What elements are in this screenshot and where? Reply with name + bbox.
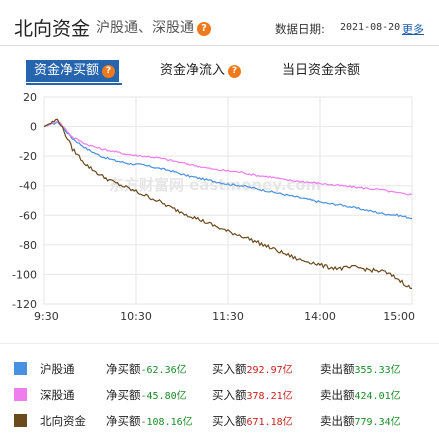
net-buy-label-text: 净买额 bbox=[106, 414, 141, 428]
sell-label-text: 卖出额 bbox=[320, 388, 355, 402]
active-tab-indicator bbox=[26, 83, 122, 85]
date-label: 数据日期: bbox=[275, 22, 325, 36]
y-tick-label: -20 bbox=[19, 150, 37, 163]
net-buy-label: 净买额-45.80亿 bbox=[106, 387, 187, 403]
x-tick-label: 15:00 bbox=[383, 310, 415, 323]
subtitle-text: 沪股通、深股通 bbox=[96, 20, 194, 36]
help-icon[interactable]: ? bbox=[228, 65, 242, 78]
net-buy-label: 净买额-108.16亿 bbox=[106, 413, 193, 429]
y-tick-label: 20 bbox=[23, 91, 37, 104]
watermark: 东方财富网 eastmoney.com bbox=[109, 176, 321, 194]
legend-name: 沪股通 bbox=[40, 362, 75, 376]
net-buy-chart[interactable]: 20 0 -20 -40 -60 -80 -100 -120 9:30 10:30 11:30 14:… bbox=[0, 88, 439, 340]
buy-label: 买入额378.21亿 bbox=[212, 387, 293, 403]
buy-label-text: 买入额 bbox=[212, 362, 247, 376]
net-buy-value: -45.80亿 bbox=[140, 391, 187, 402]
y-tick-label: -120 bbox=[12, 298, 37, 311]
legend: 沪股通 净买额-62.36亿 买入额292.97亿 卖出额355.33亿 深股通… bbox=[0, 343, 439, 436]
tab-daily-balance[interactable]: 当日资金余额 bbox=[282, 60, 360, 82]
buy-value: 378.21亿 bbox=[246, 391, 293, 402]
tab-daily-balance-label: 当日资金余额 bbox=[282, 63, 361, 78]
legend-swatch-hgt bbox=[14, 362, 27, 375]
sell-value: 424.01亿 bbox=[354, 391, 401, 402]
y-tick-label: -40 bbox=[19, 180, 37, 193]
more-link[interactable]: 更多 bbox=[402, 23, 424, 36]
buy-value: 671.18亿 bbox=[246, 417, 293, 428]
buy-label-text: 买入额 bbox=[212, 388, 247, 402]
sell-value: 779.34亿 bbox=[354, 417, 401, 428]
y-tick-label: -80 bbox=[19, 239, 37, 252]
net-buy-value: -62.36亿 bbox=[140, 365, 187, 376]
tab-net-inflow[interactable]: 资金净流入? bbox=[160, 60, 242, 82]
buy-label: 买入额292.97亿 bbox=[212, 361, 293, 377]
buy-label: 买入额671.18亿 bbox=[212, 413, 293, 429]
tab-net-inflow-label: 资金净流入 bbox=[160, 63, 226, 78]
legend-row-sgt: 深股通 净买额-45.80亿 买入额378.21亿 卖出额424.01亿 bbox=[0, 384, 439, 406]
net-buy-label: 净买额-62.36亿 bbox=[106, 361, 187, 377]
y-tick-label: -60 bbox=[19, 209, 37, 222]
y-tick-label: -100 bbox=[12, 268, 37, 281]
legend-name: 深股通 bbox=[40, 388, 75, 402]
sell-label-text: 卖出额 bbox=[320, 362, 355, 376]
net-buy-value: -108.16亿 bbox=[140, 417, 193, 428]
tab-net-buy-label: 资金净买额 bbox=[34, 63, 100, 78]
net-buy-label-text: 净买额 bbox=[106, 362, 141, 376]
sell-label: 卖出额779.34亿 bbox=[320, 413, 401, 429]
x-tick-label: 9:30 bbox=[34, 310, 59, 323]
legend-row-north: 北向资金 净买额-108.16亿 买入额671.18亿 卖出额779.34亿 bbox=[0, 410, 439, 432]
x-tick-label: 10:30 bbox=[120, 310, 152, 323]
x-tick-label: 11:30 bbox=[212, 310, 244, 323]
y-tick-label: 0 bbox=[30, 121, 37, 134]
net-buy-label-text: 净买额 bbox=[106, 388, 141, 402]
series-line-0 bbox=[43, 120, 413, 220]
date-value: 2021-08-20 bbox=[340, 22, 401, 33]
buy-value: 292.97亿 bbox=[246, 365, 293, 376]
help-icon[interactable]: ? bbox=[197, 22, 211, 36]
series-line-2 bbox=[43, 118, 412, 289]
legend-row-hgt: 沪股通 净买额-62.36亿 买入额292.97亿 卖出额355.33亿 bbox=[0, 358, 439, 380]
legend-swatch-sgt bbox=[14, 388, 27, 401]
page-title: 北向资金 bbox=[14, 18, 91, 40]
sell-label-text: 卖出额 bbox=[320, 414, 355, 428]
tab-bar: 资金净买额? 资金净流入? 当日资金余额 bbox=[0, 60, 439, 86]
buy-label-text: 买入额 bbox=[212, 414, 247, 428]
page-header: 北向资金 沪股通、深股通? 数据日期: 2021-08-20 更多 bbox=[0, 0, 439, 46]
help-icon[interactable]: ? bbox=[102, 65, 116, 78]
legend-name: 北向资金 bbox=[40, 414, 86, 428]
page-subtitle: 沪股通、深股通? bbox=[96, 17, 211, 37]
series-line-1 bbox=[43, 120, 413, 196]
legend-swatch-north bbox=[14, 414, 27, 427]
x-tick-label: 14:00 bbox=[304, 310, 336, 323]
sell-label: 卖出额424.01亿 bbox=[320, 387, 401, 403]
tab-net-buy[interactable]: 资金净买额? bbox=[26, 60, 120, 82]
sell-value: 355.33亿 bbox=[354, 365, 401, 376]
sell-label: 卖出额355.33亿 bbox=[320, 361, 401, 377]
